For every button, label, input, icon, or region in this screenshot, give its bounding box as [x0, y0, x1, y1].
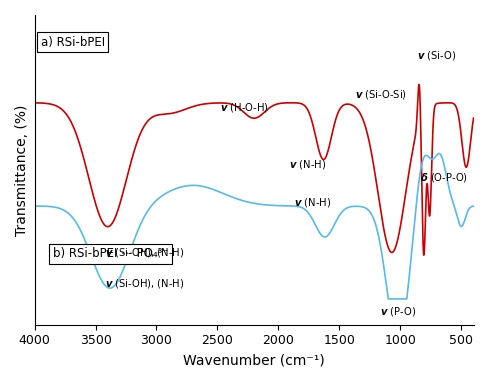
Text: $\boldsymbol{v}$ (Si-OH), (N-H): $\boldsymbol{v}$ (Si-OH), (N-H) [104, 246, 184, 259]
Text: $\boldsymbol{v}$ (H-O-H): $\boldsymbol{v}$ (H-O-H) [220, 101, 269, 114]
Text: $\boldsymbol{v}$ (P-O): $\boldsymbol{v}$ (P-O) [380, 305, 416, 318]
Y-axis label: Transmittance, (%): Transmittance, (%) [15, 104, 29, 236]
Text: b) RSi-bPEI ⋯ PO₄³⁻: b) RSi-bPEI ⋯ PO₄³⁻ [53, 247, 169, 260]
Text: $\boldsymbol{v}$ (N-H): $\boldsymbol{v}$ (N-H) [289, 158, 326, 171]
Text: a) RSi-bPEI: a) RSi-bPEI [41, 36, 105, 49]
X-axis label: Wavenumber (cm⁻¹): Wavenumber (cm⁻¹) [183, 353, 325, 367]
Text: $\boldsymbol{v}$ (Si-O): $\boldsymbol{v}$ (Si-O) [417, 49, 457, 62]
Text: $\boldsymbol{v}$ (Si-OH), (N-H): $\boldsymbol{v}$ (Si-OH), (N-H) [104, 277, 184, 290]
Text: $\boldsymbol{\delta}$ (O-P-O): $\boldsymbol{\delta}$ (O-P-O) [420, 171, 468, 184]
Text: $\boldsymbol{v}$ (N-H): $\boldsymbol{v}$ (N-H) [294, 196, 331, 209]
Text: $\boldsymbol{v}$ (Si-O-Si): $\boldsymbol{v}$ (Si-O-Si) [355, 88, 407, 101]
